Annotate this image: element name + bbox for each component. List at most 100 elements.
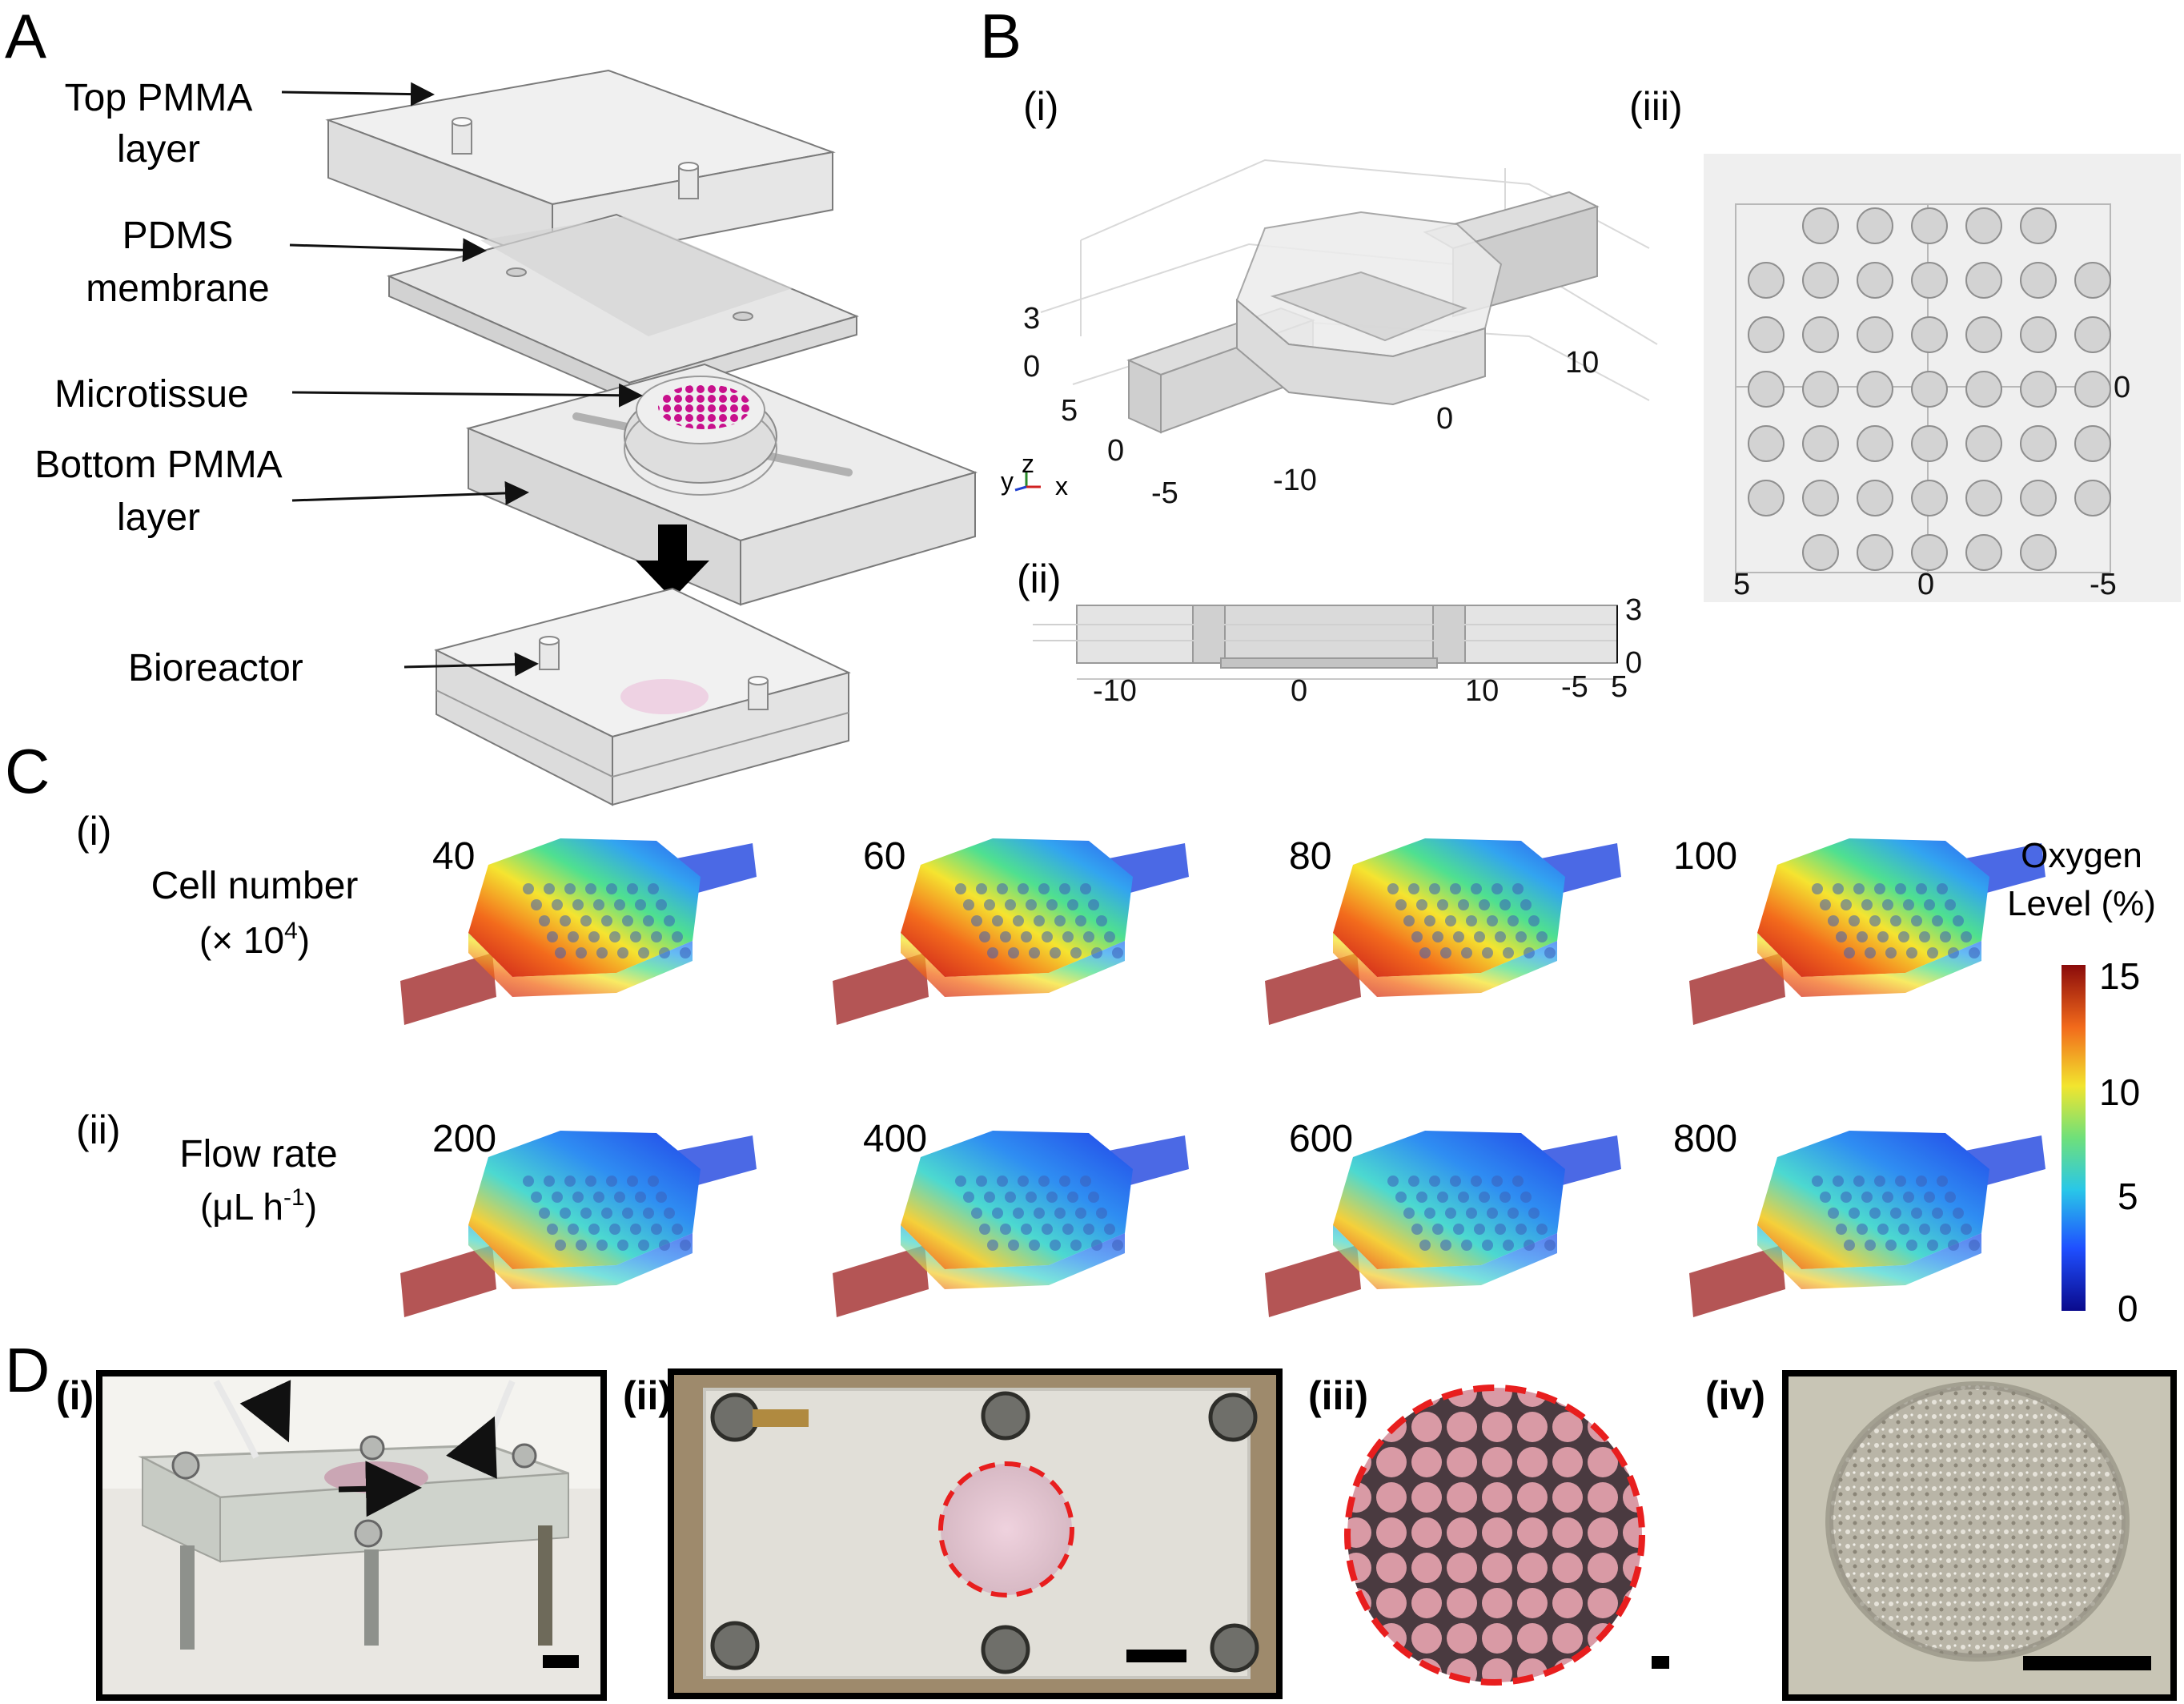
b-iii-well [1911,534,1948,571]
b-ii-tick-p5: 5 [1611,670,1628,704]
b-iii-well [1748,425,1785,462]
panel-d-sub-iii: (iii) [1308,1373,1368,1418]
c-sim-value-label: 400 [863,1118,927,1160]
c-row-ii-unit: (μL h-1) [200,1184,317,1228]
d-i-device-photo [96,1370,607,1701]
b-ii-tick-labels: -10 0 10 -5 5 3 0 [1093,593,1642,708]
b-ii-tick-r0: 0 [1625,646,1642,680]
panel-a: A [5,1,978,806]
label-pdms: PDMS [122,215,234,257]
b-i-tick-x10: 10 [1565,346,1599,380]
panel-c-sub-i: (i) [76,809,111,854]
b-iii-well [1857,316,1893,353]
d-iii-microtissue-closeup [1344,1384,1669,1686]
b-iii-well [1857,207,1893,244]
panel-d-sub-iv: (iv) [1705,1373,1765,1418]
d-iii-scale-bar [1652,1656,1669,1669]
b-iii-well [2020,425,2057,462]
b-iii-well [1802,534,1839,571]
c-sim-flow-400 [833,1131,1189,1317]
b-iii-well [1965,262,2002,299]
c-sim-cell-60 [833,838,1189,1025]
b-iii-well [1965,534,2002,571]
b-ii-tick-r3: 3 [1625,593,1642,627]
b-i-axis-x: x [1055,472,1068,500]
b-iii-well [1748,262,1785,299]
label-bottom-pmma: Bottom PMMA [34,444,282,486]
b-iii-well [1802,371,1839,408]
b-iii-well [2074,262,2111,299]
b-iii-well [1911,480,1948,516]
colorbar-title-unit: Level (%) [2007,884,2156,923]
b-iii-well [1857,534,1893,571]
pointer-bioreactor [403,652,539,677]
b-iii-tick-m5: -5 [2090,568,2117,601]
d-iv-scale-bar [2023,1656,2151,1670]
colorbar-tick-10: 10 [2099,1071,2140,1113]
b-iii-well [1911,207,1948,244]
label-top-pmma: Top PMMA [65,77,253,119]
d-ii-device-top-photo [668,1368,1283,1699]
b-iii-well [2074,371,2111,408]
label-bottom-pmma-layer: layer [117,496,200,539]
c-row-ii-label: Flow rate [179,1133,337,1176]
b-iii-well [1965,316,2002,353]
c-sim-value-label: 800 [1673,1118,1737,1160]
b-ii-tick-m5: -5 [1561,670,1588,704]
b-iii-well [2020,371,2057,408]
b-iii-well [1911,262,1948,299]
c-sim-value-label: 200 [432,1118,496,1160]
c-sim-flow-600 [1265,1131,1621,1317]
c-sim-cell-80 [1265,838,1621,1025]
panel-b-sub-i: (i) [1023,84,1058,129]
b-iii-tick-5: 5 [1733,568,1750,601]
b-iii-well [1748,371,1785,408]
bottom-pmma-layer-drawing [465,363,978,606]
b-iii-well [2074,480,2111,516]
panel-b-sub-ii: (ii) [1017,557,1062,601]
pointer-microtissue [291,383,643,408]
panel-c: C (i) (ii) Cell number (× 104) Flow rate… [5,736,2156,1329]
c-sim-value-label: 80 [1289,835,1331,878]
b-i-geometry-drawing [1040,159,1658,434]
panel-letter-c: C [5,736,50,806]
c-sim-flow-800 [1689,1131,2045,1317]
c-row-i-label: Cell number [151,865,359,907]
c-sim-value-label: 60 [863,835,905,878]
b-ii-tick-p10: 10 [1465,674,1499,708]
b-iii-well [1857,371,1893,408]
b-iii-top-view-drawing [1704,154,2181,602]
b-iii-well [2020,262,2057,299]
panel-c-sub-ii: (ii) [76,1107,121,1152]
c-sim-value-label: 600 [1289,1118,1353,1160]
c-sim-value-label: 100 [1673,835,1737,878]
b-iii-well [1911,316,1948,353]
b-iii-well [2074,316,2111,353]
c-row-i-unit: (× 104) [199,918,310,961]
c-sim-cell-100 [1689,838,2045,1025]
panel-d-sub-i: (i) [56,1373,94,1418]
b-i-tick-z0: 0 [1023,350,1040,384]
panel-letter-b: B [980,1,1022,71]
b-iii-well [1802,425,1839,462]
b-i-tick-y5: 5 [1061,394,1078,428]
d-i-scale-bar [543,1655,579,1668]
pointer-top-pmma [281,82,435,106]
b-iii-well [1802,262,1839,299]
c-sim-flow-200 [400,1131,757,1317]
d-ii-scale-bar [1126,1650,1186,1662]
d-ii-culture-area [938,1461,1074,1598]
b-iii-well [1748,480,1785,516]
b-iii-well [1965,207,2002,244]
b-iii-well [1965,371,2002,408]
b-i-axis-z: z [1022,449,1034,478]
pdms-membrane-drawing [387,213,859,402]
b-iii-well [1911,371,1948,408]
c-sim-cell-40 [400,838,757,1025]
panel-letter-d: D [5,1335,50,1405]
b-i-tick-labels: 3 0 5 0 -5 -10 0 10 [1023,302,1599,510]
pointer-bottom-pmma [291,480,529,505]
b-i-tick-x0: 0 [1436,402,1453,436]
b-i-tick-y0: 0 [1107,434,1124,468]
